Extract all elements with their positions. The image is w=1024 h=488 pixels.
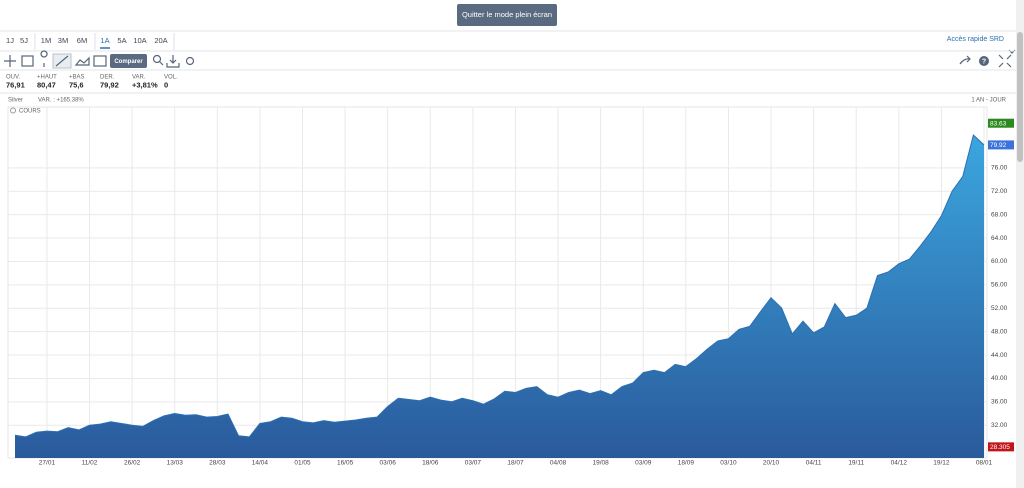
x-tick-label: 18/09 xyxy=(678,460,695,467)
x-tick-label: 16/05 xyxy=(337,460,354,467)
help-glyph: ? xyxy=(982,58,986,65)
x-tick-label: 04/08 xyxy=(550,460,567,467)
price-badge-label: 83.63 xyxy=(990,120,1007,127)
exit-fullscreen-label: Quitter le mode plein écran xyxy=(462,10,552,19)
stat-value: 76,91 xyxy=(6,80,25,89)
x-tick-label: 13/03 xyxy=(167,460,184,467)
period-label: 1 AN - JOUR xyxy=(971,98,1006,104)
search-icon[interactable] xyxy=(152,54,162,64)
stat-value: 75,6 xyxy=(69,80,84,89)
period-button[interactable]: 10A xyxy=(133,36,146,45)
x-tick-label: 26/02 xyxy=(124,460,141,467)
y-tick-label: 40.00 xyxy=(991,375,1008,382)
legend-label: COURS xyxy=(19,109,41,115)
y-tick-label: 32.00 xyxy=(991,422,1008,429)
toolbar: Comparer ? xyxy=(4,50,1012,69)
period-variation: VAR. : +165.38% xyxy=(38,98,84,104)
period-button[interactable]: 1A xyxy=(100,36,109,45)
pin-icon[interactable] xyxy=(40,50,48,67)
area-icon[interactable] xyxy=(74,56,90,66)
x-tick-label: 19/11 xyxy=(848,460,864,467)
stat-value: +3,81% xyxy=(132,80,158,89)
x-tick-label: 04/11 xyxy=(806,460,822,467)
exit-fullscreen-button[interactable] xyxy=(457,4,557,26)
y-tick-label: 44.00 xyxy=(991,352,1008,359)
x-tick-label: 08/01 xyxy=(976,460,993,467)
period-button[interactable]: 1J xyxy=(6,36,14,45)
settings-icon[interactable] xyxy=(185,56,195,66)
crosshair-icon[interactable] xyxy=(4,55,16,67)
period-button[interactable]: 6M xyxy=(77,36,87,45)
compare-button[interactable] xyxy=(110,54,147,68)
instrument-name: Silver xyxy=(8,98,23,104)
y-tick-label: 60.00 xyxy=(991,258,1008,265)
period-button[interactable]: 5J xyxy=(20,36,28,45)
y-tick-label: 64.00 xyxy=(991,235,1008,242)
scrollbar xyxy=(1016,0,1024,488)
period-button[interactable]: 3M xyxy=(58,36,68,45)
x-tick-label: 14/04 xyxy=(252,460,269,467)
x-tick-label: 03/09 xyxy=(635,460,652,467)
scrollbar-thumb[interactable] xyxy=(1017,32,1023,162)
stat-label: OUV. xyxy=(6,75,20,81)
x-tick-label: 18/07 xyxy=(507,460,524,467)
compare-label: Comparer xyxy=(114,59,143,65)
stat-value: 80,47 xyxy=(37,80,56,89)
period-button[interactable]: 1M xyxy=(41,36,51,45)
layout-icon[interactable] xyxy=(93,55,107,67)
y-tick-label: 68.00 xyxy=(991,211,1008,218)
calendar-icon[interactable] xyxy=(21,55,34,67)
help-icon[interactable] xyxy=(979,56,989,66)
y-tick-label: 76.00 xyxy=(991,165,1008,172)
x-tick-label: 20/10 xyxy=(763,460,780,467)
price-badge xyxy=(988,140,1014,150)
price-badge xyxy=(988,118,1014,128)
stat-label: VAR. xyxy=(132,75,146,81)
period-button[interactable]: 5A xyxy=(117,36,126,45)
x-tick-label: 19/08 xyxy=(593,460,610,467)
stat-label: +BAS xyxy=(69,75,85,81)
collapse-icon[interactable] xyxy=(998,54,1012,68)
x-tick-label: 18/06 xyxy=(422,460,439,467)
period-button[interactable]: 20A xyxy=(154,36,167,45)
x-tick-label: 28/03 xyxy=(209,460,226,467)
x-tick-label: 04/12 xyxy=(891,460,908,467)
y-tick-label: 72.00 xyxy=(991,188,1008,195)
stat-value: 79,92 xyxy=(100,80,119,89)
price-line xyxy=(14,134,985,438)
search-handle xyxy=(159,61,164,66)
price-badge-label: 28.305 xyxy=(990,444,1010,451)
share-icon[interactable] xyxy=(959,55,971,65)
price-area xyxy=(15,135,984,458)
y-tick-label: 48.00 xyxy=(991,328,1008,335)
quick-access[interactable]: Accès rapide SRD xyxy=(947,36,1004,43)
y-tick-label: 56.00 xyxy=(991,282,1008,289)
y-tick-label: 36.00 xyxy=(991,399,1008,406)
x-tick-label: 03/10 xyxy=(720,460,737,467)
line-icon xyxy=(55,55,69,67)
download-icon[interactable] xyxy=(166,55,180,68)
x-tick-label: 27/01 xyxy=(39,460,56,467)
stat-label: DER. xyxy=(100,75,115,81)
x-tick-label: 03/07 xyxy=(465,460,482,467)
x-tick-label: 03/06 xyxy=(380,460,397,467)
legend-marker xyxy=(10,107,16,114)
x-tick-label: 19/12 xyxy=(933,460,950,467)
stat-label: +HAUT xyxy=(37,75,57,81)
stat-value: 0 xyxy=(164,80,168,89)
price-badge xyxy=(988,442,1014,452)
price-badge-label: 79.92 xyxy=(990,142,1007,149)
x-tick-label: 11/02 xyxy=(82,460,98,467)
stat-label: VOL. xyxy=(164,75,178,81)
chart: 32.00 36.00 40.00 44.00 48.00 52.00 56.00 60.00… xyxy=(7,106,1014,467)
y-tick-label: 52.00 xyxy=(991,305,1008,312)
x-tick-label: 01/05 xyxy=(294,460,311,467)
period-bar: 1J 5J 1M 3M 6M 1A 5A 10A 20A xyxy=(6,36,168,49)
